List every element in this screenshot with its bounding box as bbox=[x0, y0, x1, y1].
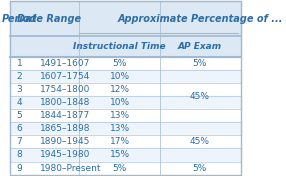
Text: 6: 6 bbox=[17, 124, 22, 133]
Text: Period: Period bbox=[2, 14, 37, 24]
Bar bbox=[10, 135, 241, 148]
Text: Instructional Time: Instructional Time bbox=[73, 42, 166, 51]
Text: 1844–1877: 1844–1877 bbox=[40, 111, 90, 120]
Text: 17%: 17% bbox=[110, 137, 130, 146]
Text: 10%: 10% bbox=[110, 72, 130, 81]
Text: AP Exam: AP Exam bbox=[177, 42, 221, 51]
Text: 5%: 5% bbox=[192, 164, 206, 172]
Text: 45%: 45% bbox=[189, 92, 209, 100]
Text: 15%: 15% bbox=[110, 150, 130, 159]
Text: 2: 2 bbox=[17, 72, 22, 81]
Text: 1: 1 bbox=[17, 59, 22, 68]
Text: 5%: 5% bbox=[112, 164, 127, 172]
Bar bbox=[10, 96, 241, 109]
Bar bbox=[10, 70, 241, 83]
Text: 1890–1945: 1890–1945 bbox=[40, 137, 91, 146]
Text: 12%: 12% bbox=[110, 85, 130, 94]
Text: 1754–1800: 1754–1800 bbox=[40, 85, 91, 94]
Bar bbox=[10, 109, 241, 122]
Text: 9: 9 bbox=[17, 164, 22, 172]
Text: 13%: 13% bbox=[110, 111, 130, 120]
Text: 1865–1898: 1865–1898 bbox=[40, 124, 91, 133]
Text: 1800–1848: 1800–1848 bbox=[40, 98, 91, 107]
Text: 7: 7 bbox=[17, 137, 22, 146]
Text: Date Range: Date Range bbox=[17, 14, 82, 24]
Text: 8: 8 bbox=[17, 150, 22, 159]
Text: 5%: 5% bbox=[192, 59, 206, 68]
Text: 3: 3 bbox=[17, 85, 22, 94]
Text: 1980–Present: 1980–Present bbox=[40, 164, 102, 172]
Text: 5%: 5% bbox=[112, 59, 127, 68]
Bar bbox=[10, 83, 241, 96]
Bar bbox=[10, 148, 241, 162]
Text: 1945–1980: 1945–1980 bbox=[40, 150, 91, 159]
Bar bbox=[10, 57, 241, 70]
Text: 5: 5 bbox=[17, 111, 22, 120]
Bar bbox=[10, 122, 241, 135]
Text: 45%: 45% bbox=[189, 137, 209, 146]
Text: 13%: 13% bbox=[110, 124, 130, 133]
Text: 10%: 10% bbox=[110, 98, 130, 107]
Text: Approximate Percentage of ...: Approximate Percentage of ... bbox=[118, 14, 283, 24]
Text: 1491–1607: 1491–1607 bbox=[40, 59, 91, 68]
Text: 1607–1754: 1607–1754 bbox=[40, 72, 91, 81]
Bar bbox=[10, 162, 241, 175]
Text: 4: 4 bbox=[17, 98, 22, 107]
